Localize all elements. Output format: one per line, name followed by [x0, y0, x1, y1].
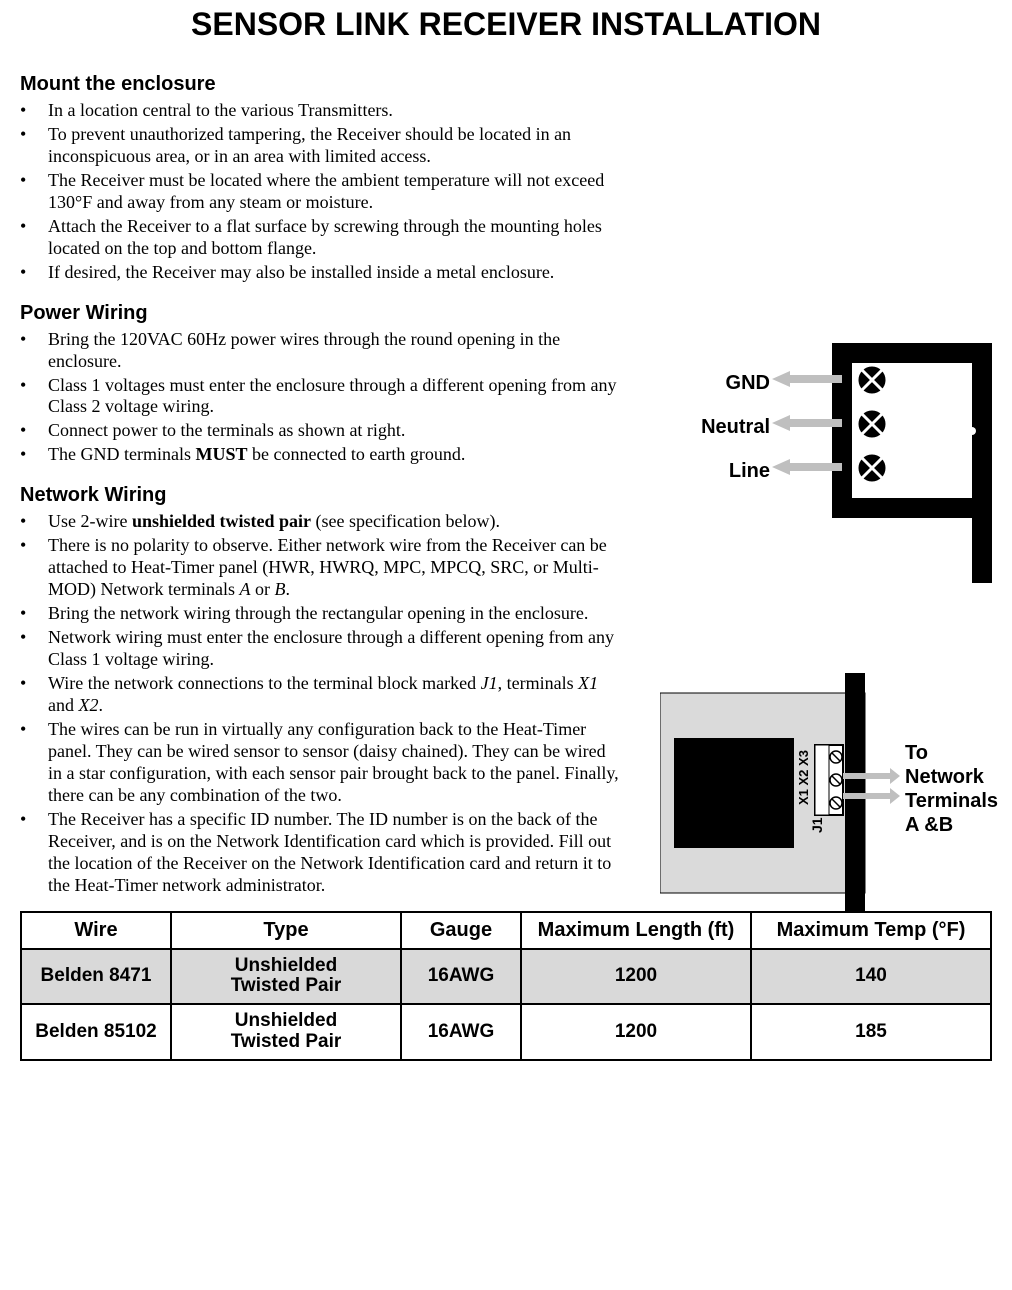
- network-diagram-svg: X1 X2 X3 J1: [660, 673, 900, 913]
- list-item-text: Attach the Receiver to a flat surface by…: [48, 216, 620, 260]
- bullet: •: [20, 627, 48, 671]
- table-cell: Belden 8471: [21, 949, 171, 1005]
- list-item: •Bring the 120VAC 60Hz power wires throu…: [20, 329, 620, 373]
- content-row: Mount the enclosure •In a location centr…: [20, 73, 992, 899]
- bullet: •: [20, 444, 48, 466]
- list-item-text: Network wiring must enter the enclosure …: [48, 627, 620, 671]
- list-item: •If desired, the Receiver may also be in…: [20, 262, 620, 284]
- list-item-text: If desired, the Receiver may also be ins…: [48, 262, 620, 284]
- section-heading-power: Power Wiring: [20, 302, 620, 325]
- net-label-line-2: Terminals: [905, 789, 998, 813]
- table-header-row: WireTypeGaugeMaximum Length (ft)Maximum …: [21, 912, 991, 949]
- table-cell: 1200: [521, 1004, 751, 1060]
- svg-text:J1: J1: [809, 817, 825, 833]
- wire-spec-table: WireTypeGaugeMaximum Length (ft)Maximum …: [20, 911, 992, 1062]
- table-cell: 1200: [521, 949, 751, 1005]
- table-header-cell: Gauge: [401, 912, 521, 949]
- power-wiring-figure: GND Neutral Line: [660, 343, 990, 583]
- list-item-text: In a location central to the various Tra…: [48, 100, 620, 122]
- bullet: •: [20, 719, 48, 807]
- list-item-text: The Receiver has a specific ID number. T…: [48, 809, 620, 897]
- section-heading-mount: Mount the enclosure: [20, 73, 620, 96]
- table-cell: 16AWG: [401, 1004, 521, 1060]
- net-label-line-0: To: [905, 741, 998, 765]
- list-item-text: Class 1 voltages must enter the enclosur…: [48, 375, 620, 419]
- list-item: •Class 1 voltages must enter the enclosu…: [20, 375, 620, 419]
- list-item: •Bring the network wiring through the re…: [20, 603, 620, 625]
- list-item: •There is no polarity to observe. Either…: [20, 535, 620, 601]
- bullet: •: [20, 170, 48, 214]
- table-header-cell: Maximum Length (ft): [521, 912, 751, 949]
- table-cell: Belden 85102: [21, 1004, 171, 1060]
- network-list: •Use 2-wire unshielded twisted pair (see…: [20, 511, 620, 896]
- list-item: •Connect power to the terminals as shown…: [20, 420, 620, 442]
- bullet: •: [20, 420, 48, 442]
- label-line: Line: [660, 449, 770, 493]
- list-item-text: Wire the network connections to the term…: [48, 673, 620, 717]
- power-list: •Bring the 120VAC 60Hz power wires throu…: [20, 329, 620, 467]
- table-cell: 140: [751, 949, 991, 1005]
- table-cell: 16AWG: [401, 949, 521, 1005]
- list-item-text: The Receiver must be located where the a…: [48, 170, 620, 214]
- list-item-text: Connect power to the terminals as shown …: [48, 420, 620, 442]
- page-title: SENSOR LINK RECEIVER INSTALLATION: [20, 6, 992, 43]
- bullet: •: [20, 535, 48, 601]
- list-item-text: Bring the network wiring through the rec…: [48, 603, 620, 625]
- table-cell: 185: [751, 1004, 991, 1060]
- label-gnd: GND: [660, 361, 770, 405]
- list-item-text: The GND terminals MUST be connected to e…: [48, 444, 620, 466]
- table-header-cell: Maximum Temp (°F): [751, 912, 991, 949]
- list-item-text: To prevent unauthorized tampering, the R…: [48, 124, 620, 168]
- table-header-cell: Type: [171, 912, 401, 949]
- table-cell: UnshieldedTwisted Pair: [171, 1004, 401, 1060]
- net-label-line-3: A &B: [905, 813, 998, 837]
- figure-column: GND Neutral Line: [630, 73, 990, 899]
- bullet: •: [20, 603, 48, 625]
- net-label-line-1: Network: [905, 765, 998, 789]
- list-item-text: There is no polarity to observe. Either …: [48, 535, 620, 601]
- table-row: Belden 8471UnshieldedTwisted Pair16AWG12…: [21, 949, 991, 1005]
- mount-list: •In a location central to the various Tr…: [20, 100, 620, 284]
- list-item-text: Use 2-wire unshielded twisted pair (see …: [48, 511, 620, 533]
- network-wiring-figure: X1 X2 X3 J1 To Network Terminals A &B: [660, 673, 1000, 913]
- list-item-text: The wires can be run in virtually any co…: [48, 719, 620, 807]
- bullet: •: [20, 124, 48, 168]
- bullet: •: [20, 262, 48, 284]
- list-item-text: Bring the 120VAC 60Hz power wires throug…: [48, 329, 620, 373]
- power-terminal-labels: GND Neutral Line: [660, 361, 770, 493]
- bullet: •: [20, 100, 48, 122]
- bullet: •: [20, 375, 48, 419]
- power-diagram-svg: [772, 343, 992, 583]
- list-item: •The Receiver must be located where the …: [20, 170, 620, 214]
- bullet: •: [20, 809, 48, 897]
- bullet: •: [20, 511, 48, 533]
- list-item: •Attach the Receiver to a flat surface b…: [20, 216, 620, 260]
- list-item: •The GND terminals MUST be connected to …: [20, 444, 620, 466]
- list-item: •Use 2-wire unshielded twisted pair (see…: [20, 511, 620, 533]
- list-item: •The Receiver has a specific ID number. …: [20, 809, 620, 897]
- table-cell: UnshieldedTwisted Pair: [171, 949, 401, 1005]
- list-item: •The wires can be run in virtually any c…: [20, 719, 620, 807]
- list-item: •To prevent unauthorized tampering, the …: [20, 124, 620, 168]
- list-item: •Network wiring must enter the enclosure…: [20, 627, 620, 671]
- section-heading-network: Network Wiring: [20, 484, 620, 507]
- svg-text:X1 X2 X3: X1 X2 X3: [796, 750, 811, 805]
- label-neutral: Neutral: [660, 405, 770, 449]
- text-column: Mount the enclosure •In a location centr…: [20, 73, 630, 899]
- table-header-cell: Wire: [21, 912, 171, 949]
- network-output-label: To Network Terminals A &B: [905, 741, 998, 837]
- bullet: •: [20, 216, 48, 260]
- bullet: •: [20, 673, 48, 717]
- bullet: •: [20, 329, 48, 373]
- list-item: •Wire the network connections to the ter…: [20, 673, 620, 717]
- list-item: •In a location central to the various Tr…: [20, 100, 620, 122]
- table-row: Belden 85102UnshieldedTwisted Pair16AWG1…: [21, 1004, 991, 1060]
